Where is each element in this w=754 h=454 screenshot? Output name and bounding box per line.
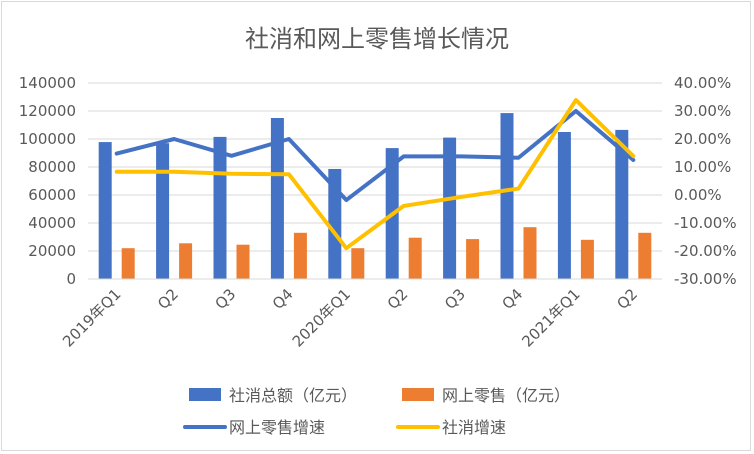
right-tick-label: 40.00% — [674, 74, 731, 92]
legend-item: 社消总额（亿元） — [189, 386, 357, 405]
right-tick-label: -30.00% — [674, 270, 737, 288]
left-tick-label: 120000 — [19, 102, 76, 120]
left-axis: 0 20000 40000 60000 80000 100000 120000 140000 — [19, 74, 76, 288]
left-tick-label: 100000 — [19, 130, 76, 148]
bar — [523, 227, 537, 279]
bar — [466, 239, 480, 279]
right-tick-label: -10.00% — [674, 214, 737, 232]
bar — [270, 118, 284, 279]
right-tick-label: 10.00% — [674, 158, 731, 176]
x-tick-label: Q3 — [211, 285, 239, 313]
x-tick-label: 2021年Q1 — [518, 285, 583, 350]
bar — [443, 137, 457, 279]
x-tick-label: Q3 — [441, 285, 469, 313]
bar — [236, 244, 250, 279]
left-tick-label: 80000 — [28, 158, 76, 176]
right-tick-label: -20.00% — [674, 242, 737, 260]
right-tick-label: 30.00% — [674, 102, 731, 120]
legend-swatch — [189, 388, 221, 401]
series-line — [114, 98, 636, 251]
legend: 社消总额（亿元） 网上零售（亿元） 网上零售增速 社消增速 — [183, 386, 570, 437]
x-tick-label: Q2 — [613, 285, 641, 313]
x-tick-label: 2020年Q1 — [289, 285, 354, 350]
bars — [98, 113, 652, 279]
legend-label: 社消增速 — [442, 418, 506, 437]
bar — [328, 168, 342, 279]
left-tick-label: 140000 — [19, 74, 76, 92]
chart-title: 社消和网上零售增长情况 — [245, 25, 509, 53]
x-tick-label: Q4 — [498, 285, 526, 313]
x-tick-label: Q4 — [269, 285, 297, 313]
right-tick-label: 20.00% — [674, 130, 731, 148]
bar — [293, 232, 307, 279]
bar — [557, 132, 571, 279]
bar — [580, 239, 594, 279]
right-tick-label: 0.00% — [674, 186, 722, 204]
bar — [121, 248, 135, 279]
legend-label: 社消总额（亿元） — [229, 386, 357, 405]
left-tick-label: 60000 — [28, 186, 76, 204]
legend-item: 网上零售（亿元） — [402, 386, 570, 405]
left-tick-label: 40000 — [28, 214, 76, 232]
left-tick-label: 0 — [66, 270, 76, 288]
bar — [408, 237, 422, 279]
lines — [114, 98, 636, 251]
legend-swatch — [402, 388, 434, 401]
x-tick-label: 2019年Q1 — [59, 285, 124, 350]
bar — [615, 129, 629, 279]
legend-label: 网上零售增速 — [229, 418, 325, 437]
legend-item: 网上零售增速 — [183, 418, 325, 437]
legend-item: 社消增速 — [396, 418, 506, 437]
bar — [351, 248, 365, 279]
x-tick-label: Q2 — [384, 285, 412, 313]
series-line — [114, 109, 636, 203]
left-tick-label: 20000 — [28, 242, 76, 260]
right-axis: -30.00% -20.00% -10.00% 0.00% 10.00% 20.00% 30… — [674, 74, 737, 288]
bar — [213, 136, 227, 279]
legend-label: 网上零售（亿元） — [442, 386, 570, 405]
x-tick-label: Q2 — [154, 285, 182, 313]
bar — [500, 113, 514, 279]
bar — [156, 143, 170, 279]
bar — [638, 232, 652, 279]
bar — [179, 243, 193, 279]
bar — [98, 142, 112, 279]
